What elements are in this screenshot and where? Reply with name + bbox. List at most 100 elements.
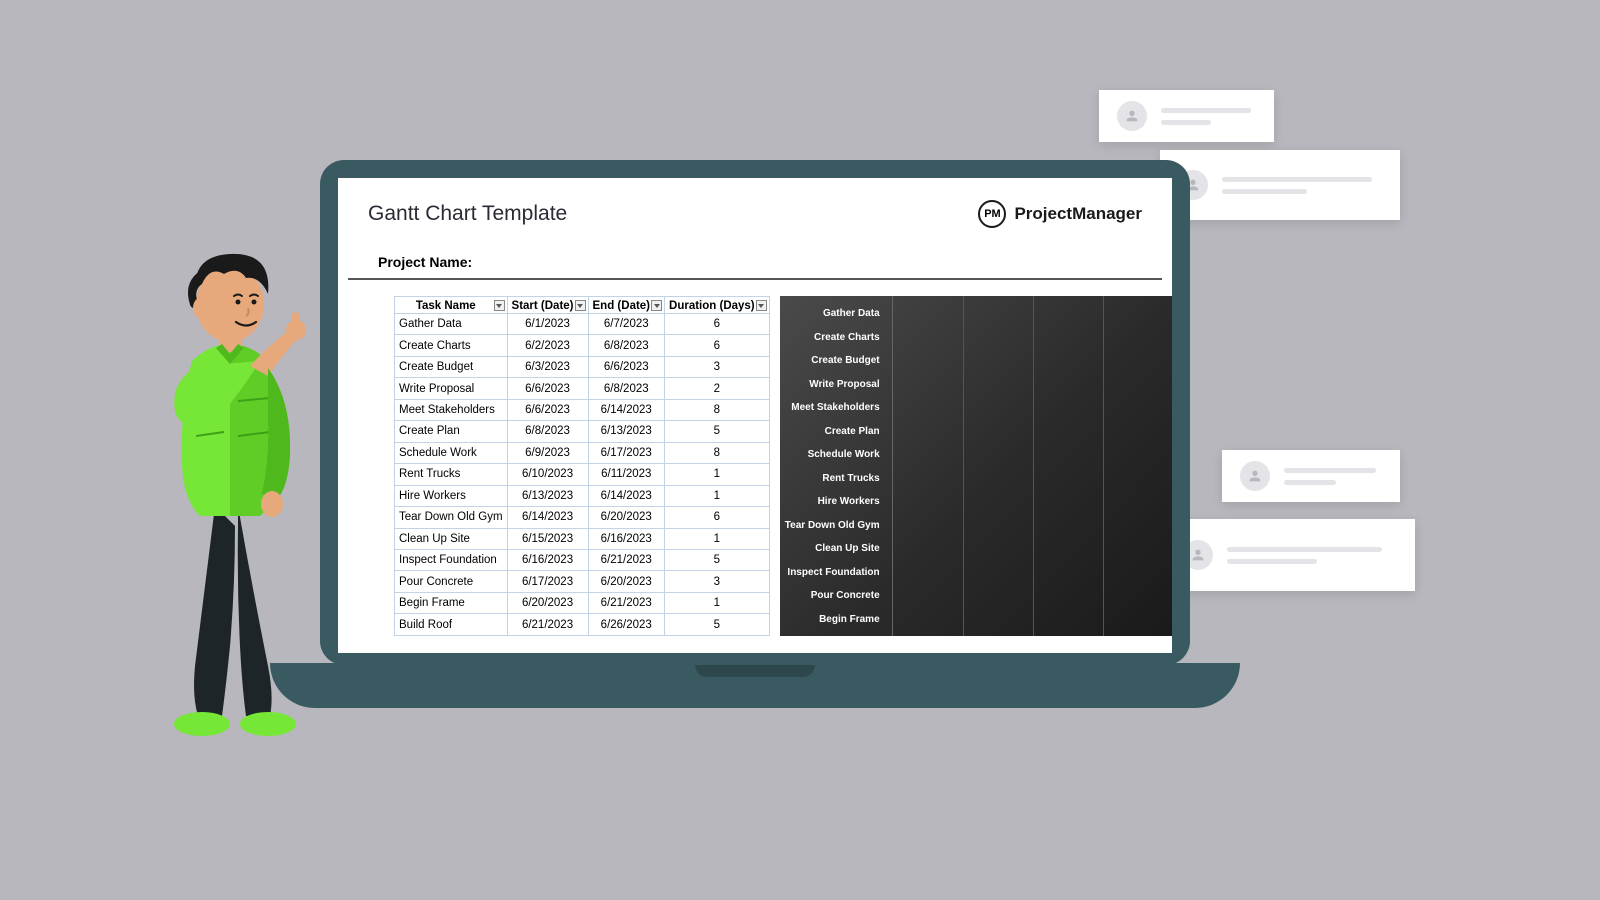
dropdown-icon[interactable] (651, 300, 662, 311)
cell-end[interactable]: 6/21/2023 (588, 549, 665, 570)
avatar-icon (1117, 101, 1147, 131)
cell-start[interactable]: 6/1/2023 (507, 314, 588, 335)
cell-days[interactable]: 5 (665, 614, 770, 636)
cell-task[interactable]: Rent Trucks (395, 464, 508, 485)
cell-end[interactable]: 6/8/2023 (588, 378, 665, 399)
cell-end[interactable]: 6/14/2023 (588, 399, 665, 420)
table-row[interactable]: Schedule Work6/9/20236/17/20238 (395, 442, 770, 463)
cell-task[interactable]: Write Proposal (395, 378, 508, 399)
avatar-icon (1240, 461, 1270, 491)
cell-start[interactable]: 6/2/2023 (507, 335, 588, 356)
laptop: Gantt Chart Template PM ProjectManager P… (320, 160, 1190, 710)
col-start[interactable]: Start (Date) (507, 297, 588, 314)
gantt-row-label: Create Budget (780, 349, 886, 373)
cell-start[interactable]: 6/17/2023 (507, 571, 588, 592)
cell-start[interactable]: 6/10/2023 (507, 464, 588, 485)
table-row[interactable]: Create Plan6/8/20236/13/20235 (395, 421, 770, 442)
cell-end[interactable]: 6/16/2023 (588, 528, 665, 549)
table-row[interactable]: Clean Up Site6/15/20236/16/20231 (395, 528, 770, 549)
card-lines (1161, 108, 1251, 125)
col-task[interactable]: Task Name (395, 297, 508, 314)
table-row[interactable]: Begin Frame6/20/20236/21/20231 (395, 592, 770, 613)
cell-end[interactable]: 6/20/2023 (588, 571, 665, 592)
table-row[interactable]: Meet Stakeholders6/6/20236/14/20238 (395, 399, 770, 420)
dropdown-icon[interactable] (494, 300, 505, 311)
gantt-row-label: Tear Down Old Gym (780, 514, 886, 538)
cell-start[interactable]: 6/14/2023 (507, 507, 588, 528)
cell-task[interactable]: Clean Up Site (395, 528, 508, 549)
brand-code: PM (984, 208, 1001, 220)
brand-name: ProjectManager (1014, 204, 1142, 224)
cell-start[interactable]: 6/6/2023 (507, 399, 588, 420)
table-row[interactable]: Gather Data6/1/20236/7/20236 (395, 314, 770, 335)
cell-days[interactable]: 3 (665, 356, 770, 377)
col-duration[interactable]: Duration (Days) (665, 297, 770, 314)
cell-days[interactable]: 1 (665, 464, 770, 485)
table-row[interactable]: Tear Down Old Gym6/14/20236/20/20236 (395, 507, 770, 528)
dropdown-icon[interactable] (575, 300, 586, 311)
table-row[interactable]: Pour Concrete6/17/20236/20/20233 (395, 571, 770, 592)
table-row[interactable]: Rent Trucks6/10/20236/11/20231 (395, 464, 770, 485)
cell-start[interactable]: 6/13/2023 (507, 485, 588, 506)
cell-task[interactable]: Create Budget (395, 356, 508, 377)
cell-task[interactable]: Build Roof (395, 614, 508, 636)
cell-days[interactable]: 1 (665, 485, 770, 506)
cell-start[interactable]: 6/21/2023 (507, 614, 588, 636)
cell-task[interactable]: Create Charts (395, 335, 508, 356)
cell-start[interactable]: 6/3/2023 (507, 356, 588, 377)
cell-end[interactable]: 6/17/2023 (588, 442, 665, 463)
cell-end[interactable]: 6/21/2023 (588, 592, 665, 613)
cell-task[interactable]: Meet Stakeholders (395, 399, 508, 420)
laptop-bezel: Gantt Chart Template PM ProjectManager P… (320, 160, 1190, 665)
cell-end[interactable]: 6/20/2023 (588, 507, 665, 528)
cell-days[interactable]: 8 (665, 399, 770, 420)
cell-start[interactable]: 6/6/2023 (507, 378, 588, 399)
cell-days[interactable]: 5 (665, 549, 770, 570)
cell-start[interactable]: 6/16/2023 (507, 549, 588, 570)
cell-task[interactable]: Pour Concrete (395, 571, 508, 592)
table-row[interactable]: Create Budget6/3/20236/6/20233 (395, 356, 770, 377)
cell-end[interactable]: 6/26/2023 (588, 614, 665, 636)
cell-days[interactable]: 6 (665, 507, 770, 528)
cell-days[interactable]: 6 (665, 335, 770, 356)
cell-start[interactable]: 6/15/2023 (507, 528, 588, 549)
table-row[interactable]: Hire Workers6/13/20236/14/20231 (395, 485, 770, 506)
cell-end[interactable]: 6/6/2023 (588, 356, 665, 377)
table-row[interactable]: Write Proposal6/6/20236/8/20232 (395, 378, 770, 399)
cell-days[interactable]: 5 (665, 421, 770, 442)
cell-days[interactable]: 1 (665, 528, 770, 549)
project-name-row: Project Name: (348, 238, 1162, 280)
cell-task[interactable]: Create Plan (395, 421, 508, 442)
cell-task[interactable]: Hire Workers (395, 485, 508, 506)
table-row[interactable]: Build Roof6/21/20236/26/20235 (395, 614, 770, 636)
cell-task[interactable]: Inspect Foundation (395, 549, 508, 570)
cell-start[interactable]: 6/20/2023 (507, 592, 588, 613)
comment-card (1222, 450, 1400, 502)
cell-end[interactable]: 6/14/2023 (588, 485, 665, 506)
cell-task[interactable]: Begin Frame (395, 592, 508, 613)
cell-days[interactable]: 2 (665, 378, 770, 399)
cell-task[interactable]: Tear Down Old Gym (395, 507, 508, 528)
cell-end[interactable]: 6/7/2023 (588, 314, 665, 335)
cell-days[interactable]: 1 (665, 592, 770, 613)
dropdown-icon[interactable] (756, 300, 767, 311)
table-row[interactable]: Create Charts6/2/20236/8/20236 (395, 335, 770, 356)
cell-days[interactable]: 6 (665, 314, 770, 335)
cell-end[interactable]: 6/11/2023 (588, 464, 665, 485)
table-row[interactable]: Inspect Foundation6/16/20236/21/20235 (395, 549, 770, 570)
col-end[interactable]: End (Date) (588, 297, 665, 314)
cell-task[interactable]: Gather Data (395, 314, 508, 335)
cell-end[interactable]: 6/13/2023 (588, 421, 665, 442)
cell-days[interactable]: 3 (665, 571, 770, 592)
comment-card (1160, 150, 1400, 220)
cell-start[interactable]: 6/8/2023 (507, 421, 588, 442)
cell-start[interactable]: 6/9/2023 (507, 442, 588, 463)
gantt-row-label: Hire Workers (780, 490, 886, 514)
cell-days[interactable]: 8 (665, 442, 770, 463)
screen-header: Gantt Chart Template PM ProjectManager (338, 178, 1172, 238)
project-name-label: Project Name: (378, 254, 472, 270)
gantt-row-label: Gather Data (780, 302, 886, 326)
cell-end[interactable]: 6/8/2023 (588, 335, 665, 356)
table-header-row: Task Name Start (Date) End (Date) Durati… (395, 297, 770, 314)
cell-task[interactable]: Schedule Work (395, 442, 508, 463)
